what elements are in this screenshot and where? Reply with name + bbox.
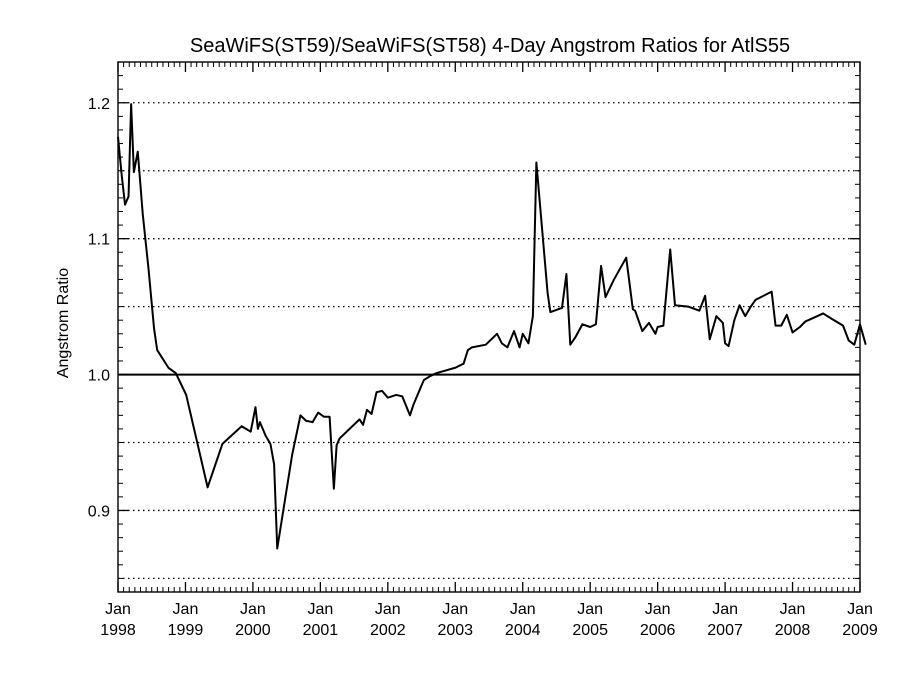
x-tick-month: Jan (645, 601, 671, 618)
x-tick-year: 2006 (640, 622, 676, 639)
series-group (117, 103, 867, 550)
x-tick-year: 2001 (303, 622, 339, 639)
series-line (117, 103, 867, 550)
x-tick-month: Jan (577, 601, 603, 618)
y-tick-labels: 0.9 1.0 1.1 1.2 (88, 96, 110, 521)
x-tick-month: Jan (712, 601, 738, 618)
gridlines (118, 102, 860, 580)
x-tick-month: Jan (375, 601, 401, 618)
y-axis-label: Angstrom Ratio (55, 268, 72, 378)
plot-frame (117, 61, 861, 593)
x-tick-month: Jan (173, 601, 199, 618)
x-tick-year: 2003 (437, 622, 473, 639)
y-tick-label: 1.0 (88, 368, 110, 385)
x-tick-year: 2002 (370, 622, 406, 639)
axis-ticks (117, 62, 861, 592)
x-tick-year: 2008 (775, 622, 811, 639)
y-tick-label: 1.1 (88, 232, 110, 249)
x-tick-year: 1998 (100, 622, 136, 639)
x-tick-month: Jan (510, 601, 536, 618)
chart-title: SeaWiFS(ST59)/SeaWiFS(ST58) 4-Day Angstr… (190, 35, 790, 57)
x-tick-year: 2000 (235, 622, 271, 639)
x-tick-month: Jan (105, 601, 131, 618)
x-tick-year: 2005 (572, 622, 608, 639)
x-tick-month: Jan (847, 601, 873, 618)
x-tick-month: Jan (307, 601, 333, 618)
y-tick-label: 0.9 (88, 503, 110, 520)
x-tick-month: Jan (240, 601, 266, 618)
x-tick-month: Jan (780, 601, 806, 618)
x-tick-month: Jan (442, 601, 468, 618)
y-tick-label: 1.2 (88, 96, 110, 113)
x-tick-year: 2009 (842, 622, 878, 639)
x-tick-year: 2007 (707, 622, 743, 639)
x-tick-year: 1999 (168, 622, 204, 639)
x-tick-labels: Jan 1998 Jan 1999 Jan 2000 Jan 2001 Jan 2002 Jan 20… (100, 601, 878, 639)
x-tick-year: 2004 (505, 622, 541, 639)
